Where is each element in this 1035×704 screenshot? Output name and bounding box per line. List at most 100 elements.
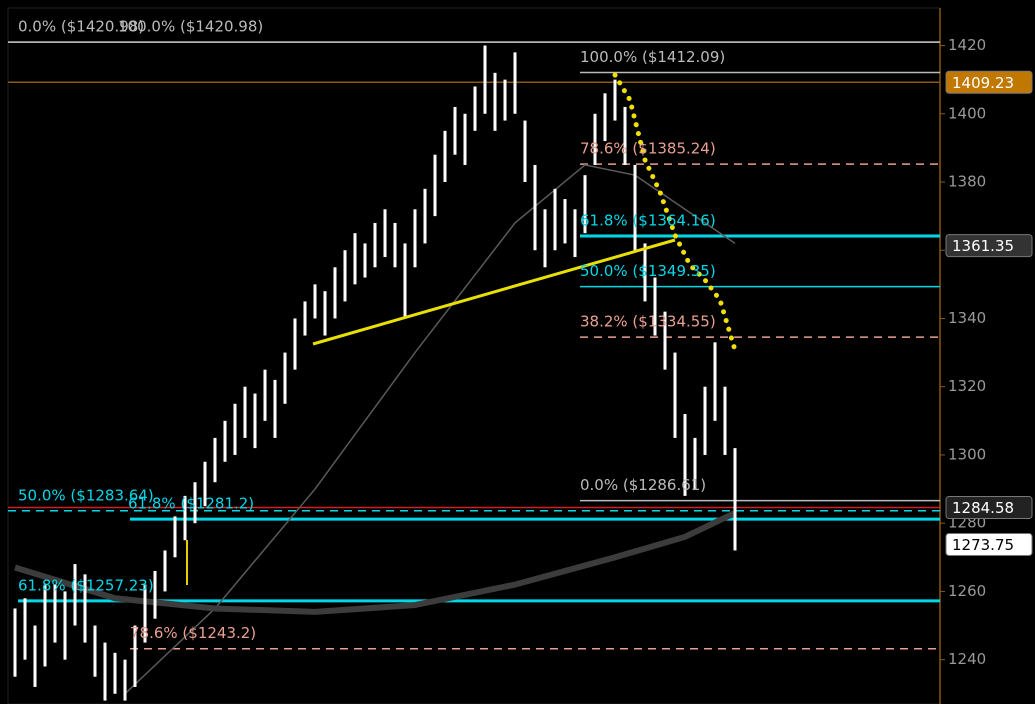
price-bar (73, 564, 77, 626)
price-bar (473, 86, 477, 131)
price-bar (303, 301, 307, 336)
price-bar (413, 209, 417, 268)
price-bar (453, 106, 457, 155)
price-bar (153, 570, 157, 619)
price-bar (263, 369, 267, 421)
price-bar (343, 250, 347, 302)
fib-label: 78.6% ($1243.2) (130, 624, 256, 642)
price-bar (143, 584, 147, 643)
price-bar (283, 352, 287, 404)
price-bar (503, 79, 507, 121)
price-tag (945, 533, 1033, 556)
y-tick-label: 1320 (948, 377, 986, 395)
fib-label: 0.0% ($1420.98) (18, 18, 144, 36)
levels (8, 41, 940, 650)
price-bar (43, 584, 47, 667)
drawings (186, 72, 738, 585)
price-bar (323, 291, 327, 336)
y-tick-label: 1300 (948, 445, 986, 463)
price-bar (433, 154, 437, 217)
price-bar (223, 420, 227, 462)
price-bar (573, 209, 577, 258)
trend-line (312, 238, 676, 346)
price-bar (123, 659, 127, 701)
price-bar (23, 598, 27, 660)
price-bar (163, 550, 167, 592)
moving-averages (14, 164, 737, 695)
price-tag-label: 1273.75 (952, 536, 1014, 554)
price-bar (423, 188, 427, 244)
fib-label: 50.0% ($1349.35) (580, 262, 716, 280)
price-bar (173, 516, 177, 558)
price-bar (393, 222, 397, 268)
moving-average (14, 510, 737, 615)
price-bar (673, 352, 677, 438)
y-tick-label: 1260 (948, 582, 986, 600)
price-bar (373, 222, 377, 268)
price-bar (723, 386, 727, 455)
price-bar (543, 209, 547, 268)
fib-label: 50.0% ($1283.64) (18, 486, 154, 504)
price-bar (443, 130, 447, 182)
level-labels: 0.0% ($1420.98)100.0% ($1420.98) 100.0% (… (18, 18, 725, 643)
price-bar (183, 495, 187, 541)
price-bar (333, 267, 337, 319)
price-bar (663, 311, 667, 370)
price-bar (643, 243, 647, 302)
price-bar (63, 591, 67, 660)
price-bar (563, 199, 567, 244)
price-bar (733, 448, 737, 551)
fib-label: 100.0% ($1420.98) (118, 18, 263, 36)
fib-label: 38.2% ($1334.55) (580, 313, 716, 331)
price-bar (313, 284, 317, 319)
price-bar (133, 625, 137, 687)
dotted-trend (612, 72, 738, 353)
price-bar (683, 414, 687, 496)
price-bar (353, 233, 357, 285)
price-bars (13, 45, 737, 701)
y-axis: 1240126012801300132013401360138014001420… (940, 36, 1033, 668)
y-tick-label: 1420 (948, 36, 986, 54)
price-bar (653, 277, 657, 336)
price-bar (623, 106, 627, 165)
price-tag (945, 234, 1033, 258)
price-bar (53, 584, 57, 643)
fib-label: 78.6% ($1385.24) (580, 140, 716, 158)
moving-average (124, 164, 736, 695)
price-bar (603, 93, 607, 142)
price-tag-label: 1284.58 (952, 499, 1014, 517)
y-tick-label: 1240 (948, 650, 986, 668)
price-tag-label: 1409.23 (952, 74, 1014, 92)
price-bar (553, 188, 557, 251)
price-bar (233, 403, 237, 455)
price-bar (213, 437, 217, 483)
price-bar (103, 642, 107, 701)
price-bar (693, 437, 697, 490)
fib-label: 61.8% ($1281.2) (128, 495, 254, 513)
price-bar (253, 393, 257, 449)
price-bar (363, 243, 367, 278)
y-tick-label: 1400 (948, 104, 986, 122)
fib-label: 61.8% ($1257.23) (18, 576, 154, 594)
price-bar (403, 243, 407, 319)
price-bar (593, 113, 597, 165)
fib-label: 61.8% ($1364.16) (580, 212, 716, 230)
price-bar (383, 209, 387, 258)
price-bar (513, 52, 517, 114)
price-bar (583, 175, 587, 234)
price-bar (33, 625, 37, 687)
price-bar (633, 164, 637, 251)
y-tick-label: 1340 (948, 309, 986, 327)
y-tick-label: 1380 (948, 173, 986, 191)
price-bar (483, 45, 487, 114)
price-bar (613, 79, 617, 121)
price-bar (463, 113, 467, 165)
fib-label: 100.0% ($1412.09) (580, 48, 725, 66)
price-bar (293, 318, 297, 370)
price-bar (193, 482, 197, 524)
price-bar (493, 72, 497, 131)
fib-label: 0.0% ($1286.61) (580, 476, 706, 494)
price-bar (203, 461, 207, 507)
price-bar (243, 386, 247, 438)
